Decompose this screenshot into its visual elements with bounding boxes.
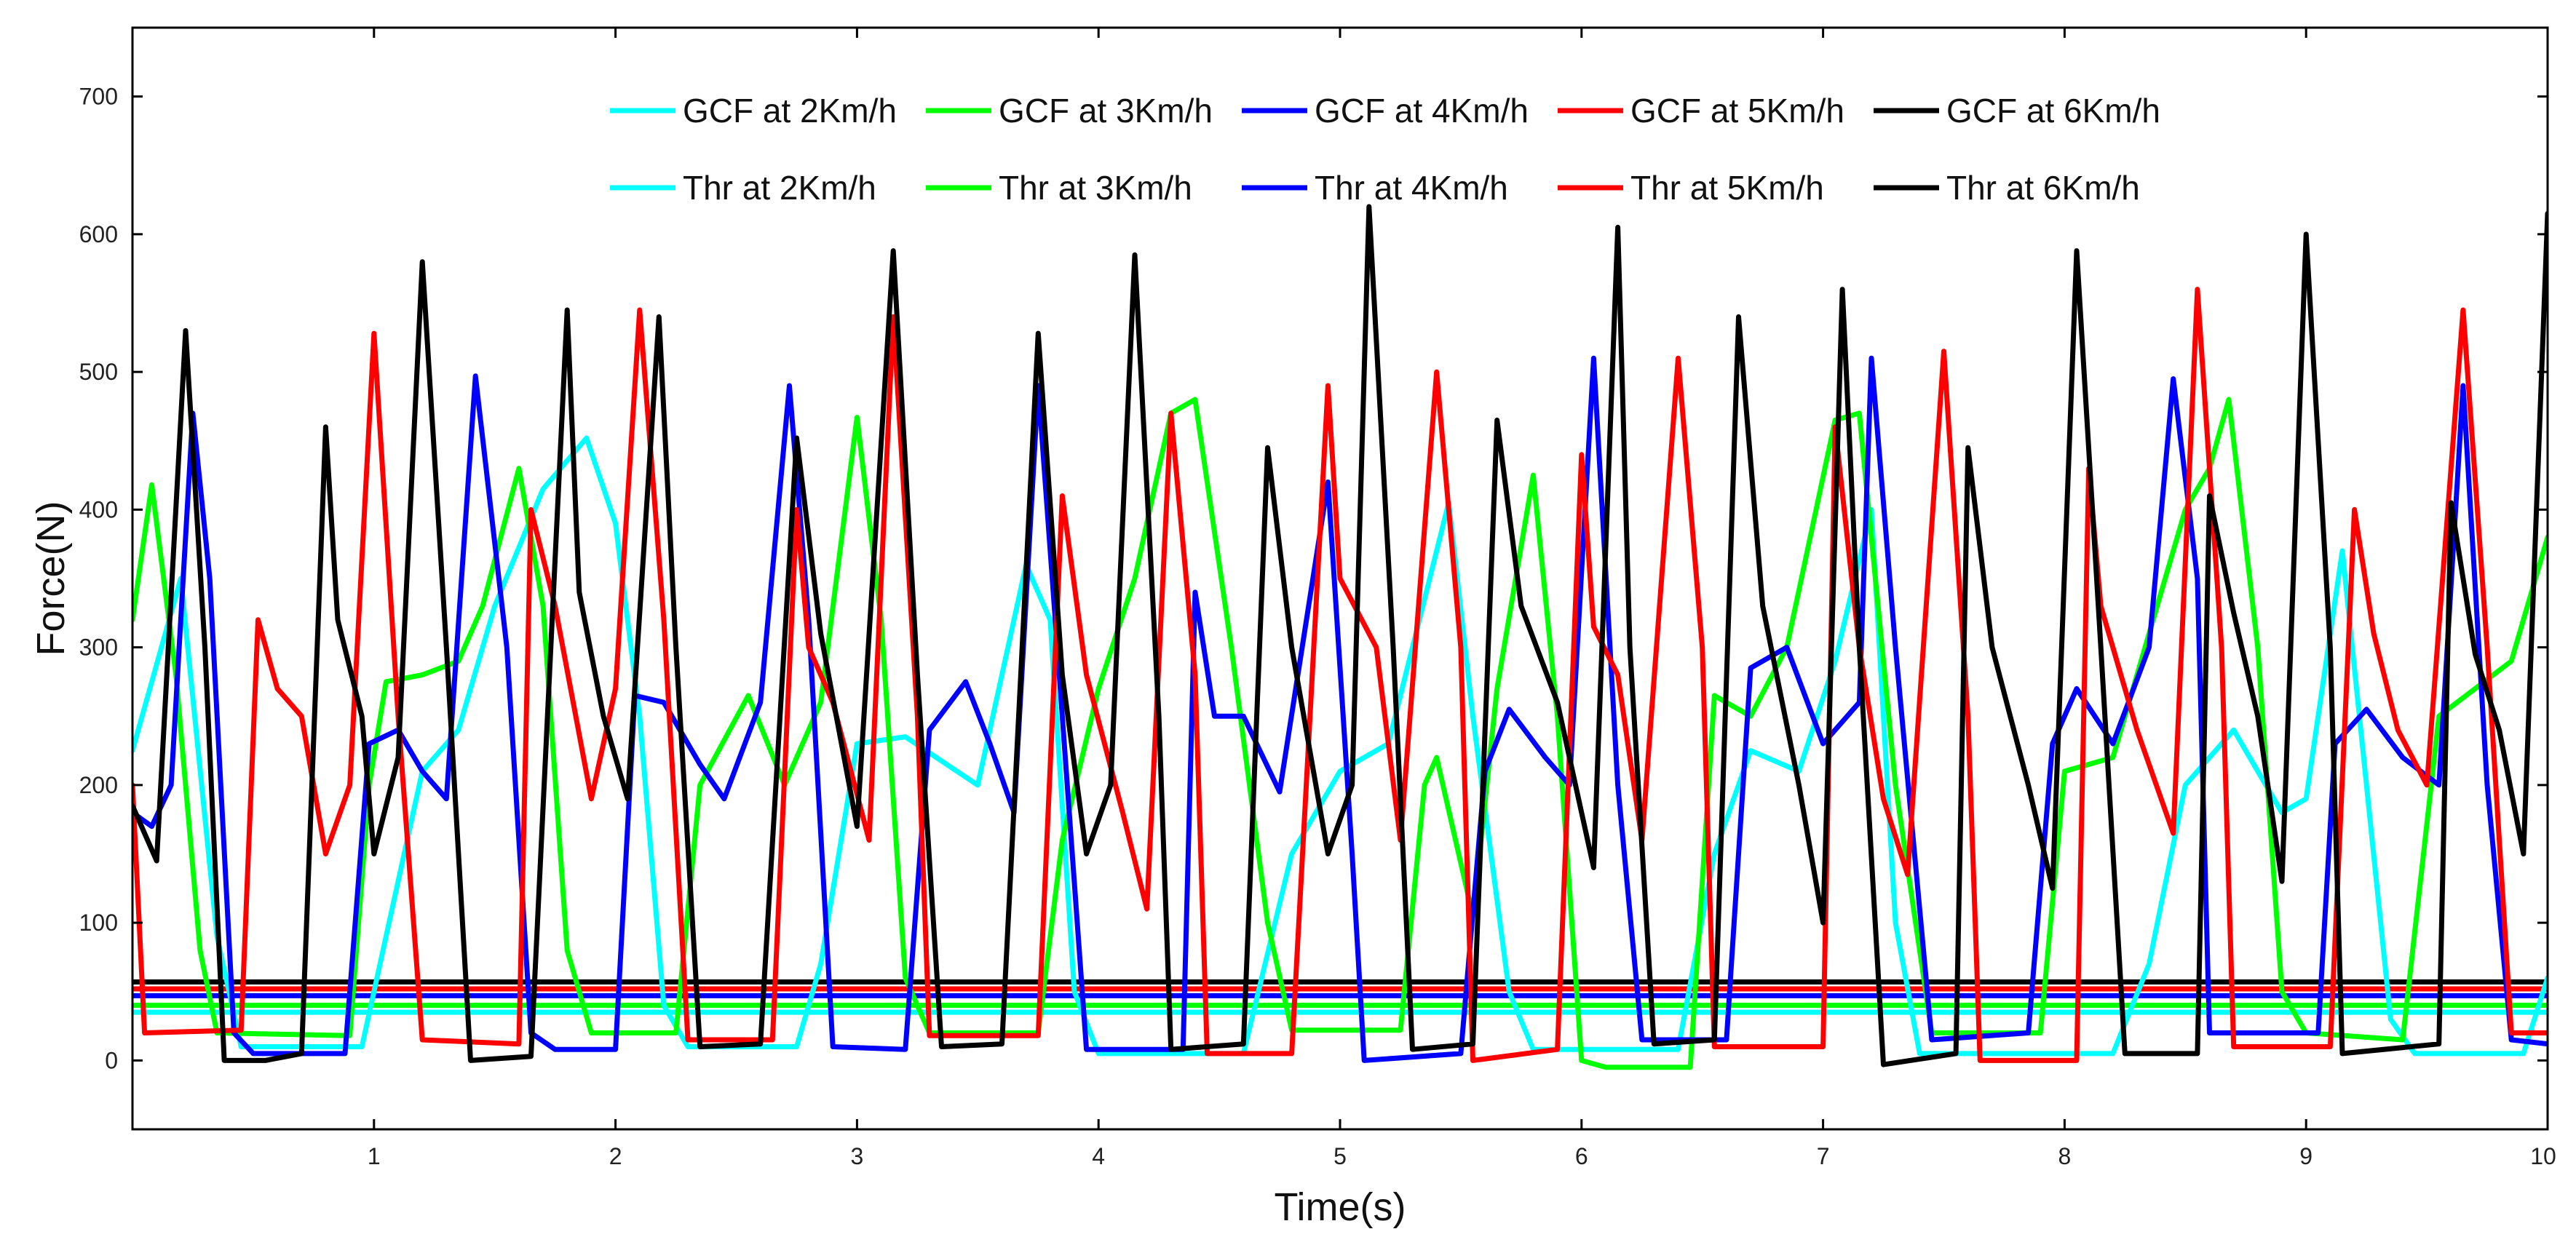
series-line-gcf-at-4km-h [132,355,2548,1063]
legend-entry-thr-at-3km-h: Thr at 3Km/h [926,169,1192,207]
series-lines [132,204,2548,1070]
legend-label: Thr at 2Km/h [683,169,876,207]
x-tick-label: 6 [1575,1143,1588,1169]
y-tick-label: 200 [79,772,118,798]
legend: GCF at 2Km/h GCF at 3Km/h GCF at 4Km/h GCF … [610,92,2160,207]
y-axis-title: Force(N) [29,501,73,656]
x-tick-label: 2 [609,1143,622,1169]
series-line-gcf-at-2km-h [132,435,2548,1057]
x-tick-label: 3 [851,1143,864,1169]
series-line-gcf-at-6km-h [132,204,2548,1067]
legend-entry-gcf-at-3km-h: GCF at 3Km/h [926,92,1213,130]
legend-label: Thr at 4Km/h [1315,169,1508,207]
y-tick-label: 700 [79,84,118,110]
y-tick-label: 400 [79,496,118,522]
legend-entry-thr-at-5km-h: Thr at 5Km/h [1558,169,1824,207]
legend-entry-thr-at-6km-h: Thr at 6Km/h [1874,169,2140,207]
legend-entry-gcf-at-5km-h: GCF at 5Km/h [1558,92,1844,130]
x-axis-title: Time(s) [1275,1185,1406,1229]
legend-label: Thr at 3Km/h [999,169,1192,207]
legend-label: GCF at 5Km/h [1630,92,1844,130]
legend-label: GCF at 6Km/h [1946,92,2160,130]
legend-label: Thr at 6Km/h [1946,169,2140,207]
legend-entry-gcf-at-6km-h: GCF at 6Km/h [1874,92,2160,130]
x-tick-label: 4 [1092,1143,1105,1169]
legend-entry-thr-at-2km-h: Thr at 2Km/h [610,169,876,207]
legend-label: GCF at 3Km/h [999,92,1213,130]
x-tick-label: 1 [368,1143,381,1169]
legend-entry-gcf-at-2km-h: GCF at 2Km/h [610,92,897,130]
x-tick-label: 10 [2530,1143,2556,1169]
x-tick-label: 8 [2058,1143,2072,1169]
x-tick-label: 9 [2299,1143,2313,1169]
y-tick-label: 100 [79,910,118,936]
legend-label: GCF at 2Km/h [683,92,897,130]
legend-label: Thr at 5Km/h [1630,169,1824,207]
y-tick-label: 300 [79,635,118,661]
legend-entry-thr-at-4km-h: Thr at 4Km/h [1242,169,1508,207]
y-tick-label: 0 [105,1047,118,1073]
x-tick-label: 7 [1817,1143,1830,1169]
legend-entry-gcf-at-4km-h: GCF at 4Km/h [1242,92,1529,130]
x-tick-label: 5 [1333,1143,1347,1169]
legend-label: GCF at 4Km/h [1315,92,1529,130]
y-tick-label: 500 [79,359,118,385]
y-tick-label: 600 [79,221,118,247]
threshold-lines [132,979,2548,1015]
